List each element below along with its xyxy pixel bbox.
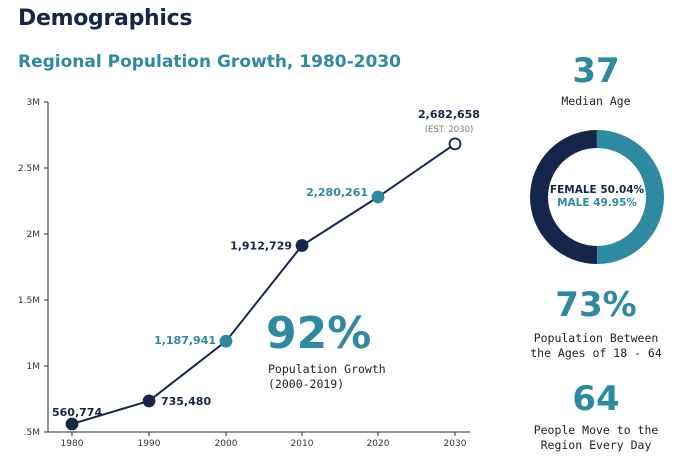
x-tick-label: 2010 [291, 439, 314, 449]
age-range-label-line2: the Ages of 18 - 64 [530, 346, 662, 360]
data-label-2010: 1,912,729 [230, 240, 292, 253]
x-tick-label: 1980 [61, 439, 84, 449]
page-title: Demographics [18, 6, 193, 31]
data-point-1990 [142, 394, 156, 408]
y-tick-label: 3M [27, 98, 41, 108]
movers-value: 64 [572, 379, 620, 419]
data-label-2000: 1,187,941 [154, 334, 216, 347]
data-point-2030 [448, 137, 462, 151]
movers-label-line2: Region Every Day [540, 438, 652, 452]
data-point-2000 [219, 334, 233, 348]
data-point-1980 [65, 417, 79, 431]
growth-label-line2: (2000-2019) [268, 377, 345, 391]
chart-title: Regional Population Growth, 1980-2030 [18, 52, 401, 72]
y-tick-label: 2M [27, 230, 41, 240]
female-percentage: FEMALE 50.04% [549, 184, 645, 196]
population-line-chart: .5M 1M 1.5M 2M 2.5M 3M 1980 1990 2000 2010 2020 203… [18, 98, 480, 449]
x-tick-label: 2020 [367, 439, 390, 449]
data-label-2020: 2,280,261 [306, 186, 368, 199]
median-age-label: Median Age [561, 94, 631, 108]
gender-donut: FEMALE 50.04% MALE 49.95% [530, 130, 665, 265]
y-tick-label: 2.5M [18, 164, 40, 174]
y-tick-label: 1.5M [18, 296, 40, 306]
y-tick-label: 1M [27, 362, 41, 372]
age-range-label: Population Between the Ages of 18 - 64 [506, 331, 680, 361]
data-point-2010 [295, 239, 309, 252]
x-tick-label: 2030 [444, 439, 467, 449]
age-range-value: 73% [555, 285, 637, 325]
data-label-1980: 560,774 [52, 406, 102, 419]
x-tick-label: 1990 [138, 439, 161, 449]
growth-percentage: 92% [266, 308, 372, 359]
growth-label-line1: Population Growth [268, 362, 386, 376]
y-tick-label: .5M [24, 428, 40, 438]
data-label-2030: 2,682,658 [418, 108, 480, 121]
x-tick-label: 2000 [215, 439, 238, 449]
growth-label: Population Growth (2000-2019) [268, 362, 386, 392]
male-percentage: MALE 49.95% [557, 197, 637, 209]
age-range-label-line1: Population Between [533, 331, 659, 345]
movers-label: People Move to the Region Every Day [506, 423, 680, 453]
population-series-line [71, 143, 456, 425]
donut-male-segment [596, 130, 665, 264]
donut-female-segment [530, 130, 598, 265]
estimate-note: (EST. 2030) [425, 125, 474, 135]
data-point-2020 [371, 190, 385, 204]
median-age-value: 37 [572, 51, 620, 91]
data-label-1990: 735,480 [161, 395, 211, 408]
movers-label-line1: People Move to the [533, 423, 659, 437]
